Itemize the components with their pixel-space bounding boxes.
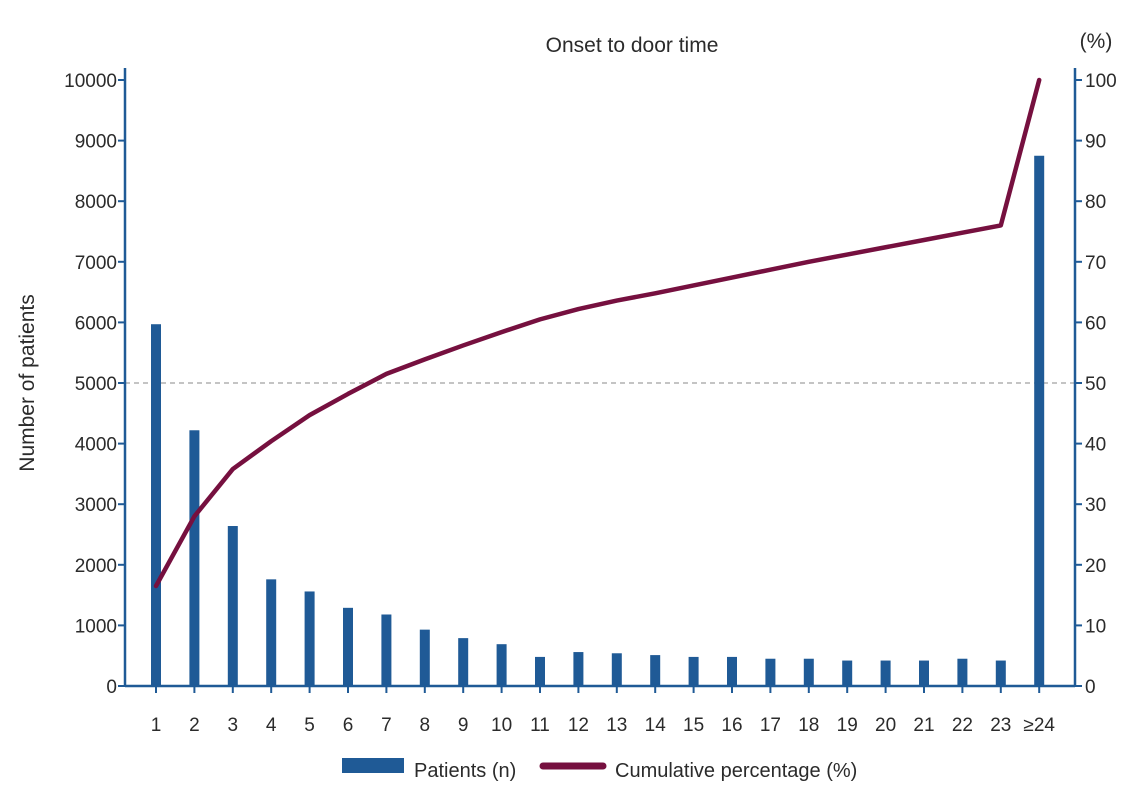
x-tick-label: 2 xyxy=(189,715,200,736)
bar-patients xyxy=(266,579,276,686)
x-tick-label: 8 xyxy=(420,715,431,736)
y2-tick-label: 30 xyxy=(1085,495,1106,516)
bar-patients xyxy=(804,659,814,686)
x-tick-label: 3 xyxy=(228,715,239,736)
bar-patients xyxy=(343,608,353,686)
y2-tick-label: 40 xyxy=(1085,435,1106,456)
x-tick-label: 22 xyxy=(952,715,973,736)
x-tick-label: 15 xyxy=(683,715,704,736)
x-tick-label: 9 xyxy=(458,715,469,736)
y2-tick-label: 70 xyxy=(1085,253,1106,274)
y-tick-label: 3000 xyxy=(75,495,117,516)
y2-tick-label: 10 xyxy=(1085,616,1106,637)
legend-bar-swatch xyxy=(342,758,404,773)
bar-patients xyxy=(228,526,238,686)
bar-patients xyxy=(420,630,430,686)
bar-patients xyxy=(497,644,507,686)
bar-patients xyxy=(612,653,622,686)
y-tick-label: 2000 xyxy=(75,556,117,577)
cumulative-percentage-line xyxy=(156,80,1039,586)
y-tick-label: 0 xyxy=(106,677,117,698)
y2-axis-unit-label: (%) xyxy=(1080,30,1113,53)
y2-tick-label: 80 xyxy=(1085,192,1106,213)
x-tick-label: ≥24 xyxy=(1023,715,1055,736)
bar-patients xyxy=(957,659,967,686)
x-tick-label: 20 xyxy=(875,715,896,736)
bar-patients xyxy=(458,638,468,686)
bar-patients xyxy=(1034,156,1044,686)
bar-patients xyxy=(996,661,1006,686)
x-tick-label: 16 xyxy=(721,715,742,736)
x-tick-label: 11 xyxy=(530,715,550,736)
y2-tick-label: 20 xyxy=(1085,556,1106,577)
bar-patients xyxy=(535,657,545,686)
y-tick-label: 5000 xyxy=(75,374,117,395)
y-tick-label: 10000 xyxy=(64,71,117,92)
line-layer xyxy=(156,80,1039,586)
x-tick-label: 13 xyxy=(606,715,627,736)
axis-layer: 0100020003000400050006000700080009000100… xyxy=(64,68,1117,736)
bar-patients xyxy=(381,614,391,686)
legend-line-label: Cumulative percentage (%) xyxy=(615,760,857,782)
bar-patients xyxy=(881,661,891,686)
x-tick-label: 12 xyxy=(568,715,589,736)
x-tick-label: 7 xyxy=(381,715,392,736)
bar-patients xyxy=(765,659,775,686)
x-tick-label: 18 xyxy=(798,715,819,736)
x-tick-label: 19 xyxy=(837,715,858,736)
y-tick-label: 6000 xyxy=(75,313,117,334)
x-tick-label: 1 xyxy=(151,715,162,736)
x-tick-label: 14 xyxy=(645,715,667,736)
bar-patients xyxy=(842,661,852,686)
bar-patients xyxy=(727,657,737,686)
x-tick-label: 10 xyxy=(491,715,512,736)
x-tick-label: 6 xyxy=(343,715,354,736)
bar-patients xyxy=(650,655,660,686)
y-axis-title: Number of patients xyxy=(16,294,39,471)
x-tick-label: 5 xyxy=(304,715,315,736)
y2-tick-label: 50 xyxy=(1085,374,1106,395)
bar-patients xyxy=(689,657,699,686)
x-tick-label: 21 xyxy=(913,715,934,736)
y-tick-label: 1000 xyxy=(75,616,117,637)
y2-tick-label: 0 xyxy=(1085,677,1096,698)
y-tick-label: 4000 xyxy=(75,435,117,456)
bar-layer xyxy=(151,156,1044,686)
x-tick-label: 17 xyxy=(760,715,781,736)
bar-patients xyxy=(573,652,583,686)
y2-tick-label: 90 xyxy=(1085,132,1106,153)
y-tick-label: 8000 xyxy=(75,192,117,213)
x-tick-label: 4 xyxy=(266,715,277,736)
legend-bar-label: Patients (n) xyxy=(414,760,516,782)
y2-tick-label: 100 xyxy=(1085,71,1117,92)
y2-tick-label: 60 xyxy=(1085,313,1106,334)
x-tick-label: 23 xyxy=(990,715,1011,736)
bar-patients xyxy=(189,430,199,686)
y-tick-label: 7000 xyxy=(75,253,117,274)
bar-patients xyxy=(151,324,161,686)
bar-patients xyxy=(305,591,315,686)
y-tick-label: 9000 xyxy=(75,132,117,153)
bar-patients xyxy=(919,661,929,686)
legend: Patients (n) Cumulative percentage (%) xyxy=(342,758,857,782)
chart-title: Onset to door time xyxy=(546,34,719,57)
